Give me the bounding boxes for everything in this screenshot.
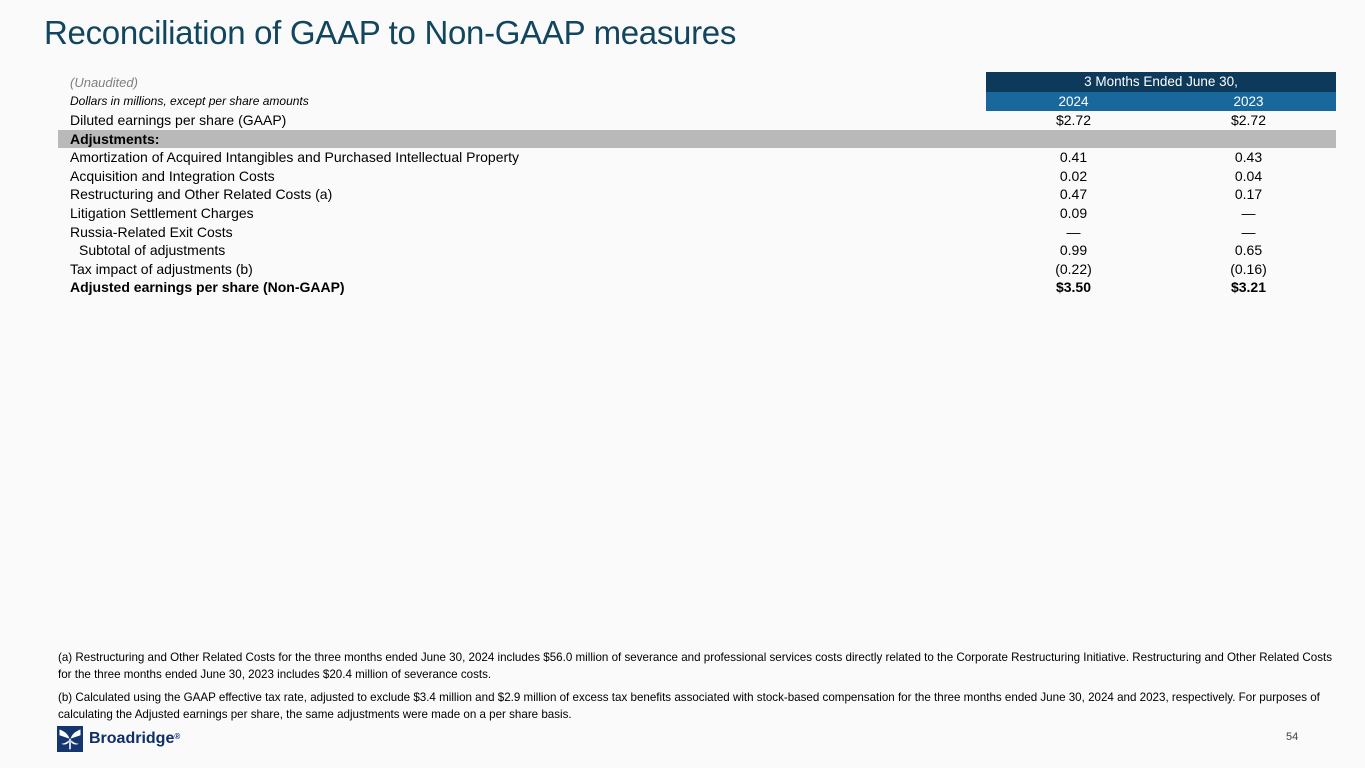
table-year-header: 2024 2023 xyxy=(986,92,1336,111)
broadridge-wordmark: Broadridge® xyxy=(89,730,181,747)
registered-trademark-symbol: ® xyxy=(174,732,181,741)
row-value-2024: (0.22) xyxy=(1055,260,1092,277)
table-row: Tax impact of adjustments (b) (0.22) (0.16… xyxy=(58,260,1336,279)
row-label: Tax impact of adjustments (b) xyxy=(70,260,253,277)
row-value-2023: — xyxy=(1241,204,1256,221)
row-value-2023: (0.16) xyxy=(1230,260,1267,277)
column-header-2024: 2024 xyxy=(1058,94,1089,109)
row-label: Restructuring and Other Related Costs (a… xyxy=(70,186,333,203)
table-rows: Diluted earnings per share (GAAP) $2.72 $2… xyxy=(58,72,1336,297)
table-row: Russia-Related Exit Costs — — xyxy=(58,223,1336,242)
table-row: Subtotal of adjustments 0.99 0.65 xyxy=(58,241,1336,260)
row-value-2023: 0.04 xyxy=(1234,167,1263,184)
broadridge-logo: Broadridge® xyxy=(57,726,180,752)
table-row: Adjusted earnings per share (Non-GAAP) $3… xyxy=(58,278,1336,297)
page-number: 54 xyxy=(1286,731,1299,743)
row-value-2024: $2.72 xyxy=(1055,112,1092,128)
row-value-2024: 0.99 xyxy=(1059,242,1088,259)
row-value-2023: 0.17 xyxy=(1234,186,1263,203)
row-label: Amortization of Acquired Intangibles and… xyxy=(70,149,520,166)
column-header-2023: 2023 xyxy=(1233,94,1264,109)
table-row: Diluted earnings per share (GAAP) $2.72 $2… xyxy=(58,111,1336,130)
row-value-2023: — xyxy=(1241,223,1256,240)
row-value-2024: 0.09 xyxy=(1059,204,1088,221)
units-note: Dollars in millions, except per share am… xyxy=(70,94,309,108)
row-label: Acquisition and Integration Costs xyxy=(70,167,275,184)
row-label: Russia-Related Exit Costs xyxy=(70,223,233,240)
table-row: Restructuring and Other Related Costs (a… xyxy=(58,185,1336,204)
row-value-2024: 0.47 xyxy=(1059,186,1088,203)
row-value-2023: $3.21 xyxy=(1230,279,1267,296)
row-value-2023: 0.43 xyxy=(1234,149,1263,166)
row-label: Subtotal of adjustments xyxy=(79,242,226,259)
broadridge-butterfly-icon xyxy=(57,726,83,752)
page-title: Reconciliation of GAAP to Non-GAAP measu… xyxy=(44,14,737,51)
table-row: Acquisition and Integration Costs 0.02 0.0… xyxy=(58,167,1336,186)
row-value-2023: $2.72 xyxy=(1230,112,1267,128)
reconciliation-table: (Unaudited) Dollars in millions, except … xyxy=(58,72,1336,297)
row-value-2023 xyxy=(1161,130,1336,149)
row-label: Litigation Settlement Charges xyxy=(70,204,254,221)
row-value-2024: — xyxy=(1066,223,1081,240)
unaudited-note: (Unaudited) xyxy=(70,75,138,90)
row-value-2024: 0.02 xyxy=(1059,167,1088,184)
table-period-header: 3 Months Ended June 30, xyxy=(986,72,1336,92)
row-value-2024: $3.50 xyxy=(1055,279,1092,296)
row-value-2024 xyxy=(986,130,1161,149)
footnote: (a) Restructuring and Other Related Cost… xyxy=(58,651,1333,681)
table-row: Amortization of Acquired Intangibles and… xyxy=(58,148,1336,167)
table-row: Adjustments: xyxy=(58,129,1336,149)
row-label: Adjustments: xyxy=(70,130,160,147)
footnote: (b) Calculated using the GAAP effective … xyxy=(58,691,1320,721)
row-value-2023: 0.65 xyxy=(1234,242,1263,259)
row-label: Adjusted earnings per share (Non-GAAP) xyxy=(70,279,345,296)
row-value-2024: 0.41 xyxy=(1059,149,1088,166)
table-row: Litigation Settlement Charges 0.09 — xyxy=(58,204,1336,223)
row-label: Diluted earnings per share (GAAP) xyxy=(70,112,287,128)
footnotes: (a) Restructuring and Other Related Cost… xyxy=(58,649,1344,729)
